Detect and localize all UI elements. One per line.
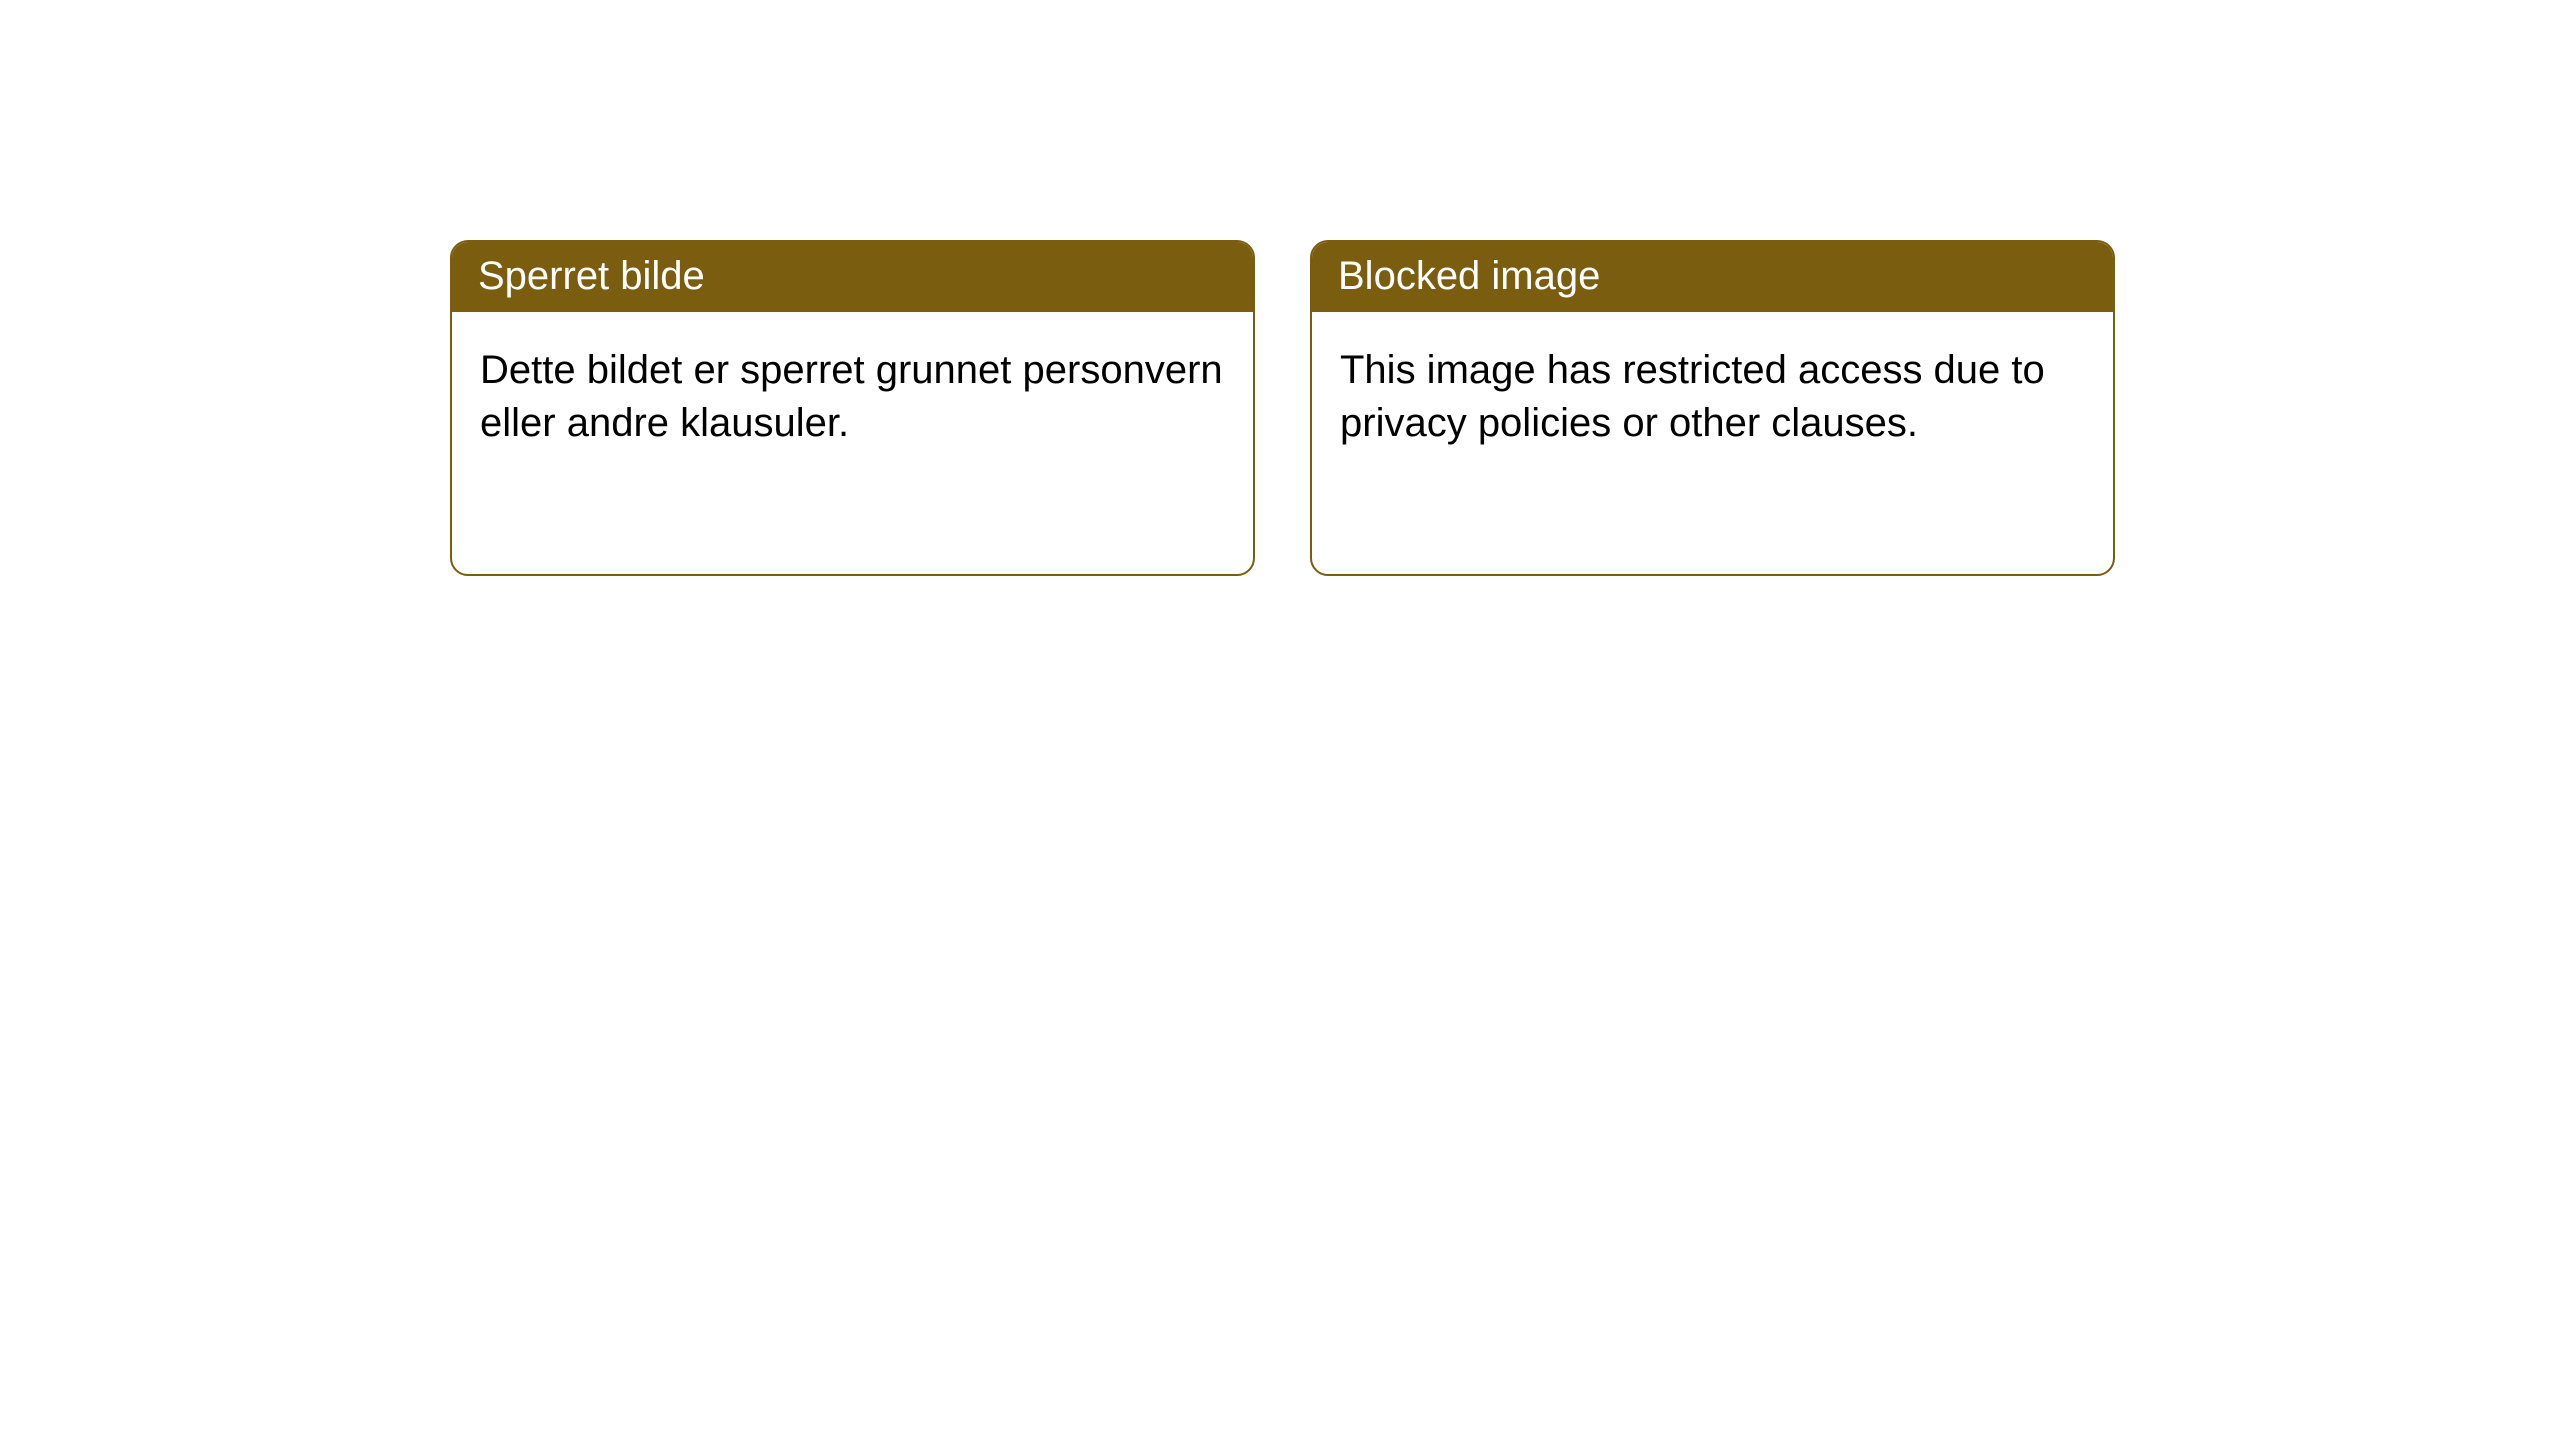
card-body-no: Dette bildet er sperret grunnet personve… [452, 312, 1253, 478]
blocked-image-card-en: Blocked image This image has restricted … [1310, 240, 2115, 576]
card-body-en: This image has restricted access due to … [1312, 312, 2113, 478]
notice-container: Sperret bilde Dette bildet er sperret gr… [0, 0, 2560, 576]
card-header-no: Sperret bilde [452, 242, 1253, 312]
blocked-image-card-no: Sperret bilde Dette bildet er sperret gr… [450, 240, 1255, 576]
card-header-en: Blocked image [1312, 242, 2113, 312]
